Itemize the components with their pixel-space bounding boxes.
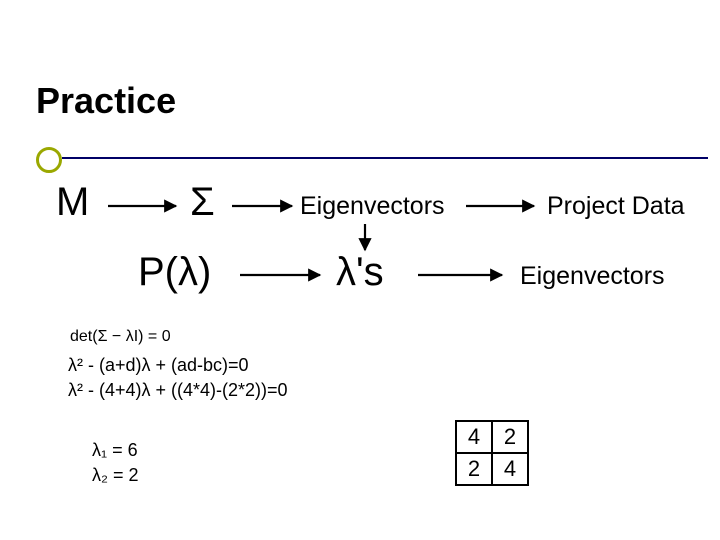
slide: Practice M Σ Eigenvectors Project Data P… <box>0 0 720 540</box>
slide-title: Practice <box>36 80 176 122</box>
matrix-cell-0-1: 2 <box>492 421 528 453</box>
matrix-cell-1-0: 2 <box>456 453 492 485</box>
eq-lambda2: λ₂ = 2 <box>92 465 139 486</box>
matrix-cell-1-1: 4 <box>492 453 528 485</box>
title-rule <box>62 157 708 159</box>
matrix-cell-0-0: 4 <box>456 421 492 453</box>
eq-quadratic-generic: λ² - (a+d)λ + (ad-bc)=0 <box>68 355 249 376</box>
node-project-data: Project Data <box>547 192 685 221</box>
eq-quadratic-numeric: λ² - (4+4)λ + ((4*4)-(2*2))=0 <box>68 380 288 401</box>
node-M: M <box>56 180 89 225</box>
eq-lambda1: λ₁ = 6 <box>92 440 138 461</box>
node-p-lambda: P(λ) <box>138 250 211 295</box>
node-sigma: Σ <box>190 180 215 225</box>
input-matrix: 4224 <box>455 420 529 486</box>
title-bullet-icon <box>36 147 62 173</box>
node-eigenvectors-right: Eigenvectors <box>520 262 665 291</box>
eq-det: det(Σ − λI) = 0 <box>70 328 171 346</box>
node-lambdas: λ's <box>336 250 384 295</box>
node-eigenvectors-top: Eigenvectors <box>300 192 445 221</box>
